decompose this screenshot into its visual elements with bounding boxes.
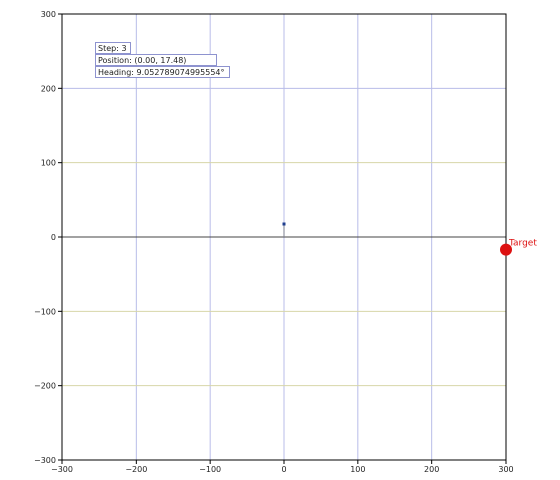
agent-marker [282,222,286,226]
x-tick-label: −300 [51,465,73,474]
info-step-text: Step: 3 [98,44,127,53]
info-position-text: Position: (0.00, 17.48) [98,56,186,65]
y-axis-ticks [58,13,62,461]
x-tick-label: 100 [350,465,365,474]
y-tick-label: 300 [41,10,56,19]
x-axis-ticks [61,460,507,464]
y-tick-label: 200 [41,84,56,93]
agent [282,222,286,237]
x-axis-tick-labels: −300 −200 −100 0 100 200 300 [51,465,514,474]
y-axis-tick-labels: 300 200 100 0 −100 −200 −300 [34,10,56,465]
target: Target [500,239,537,256]
x-tick-label: 0 [281,465,286,474]
y-tick-label: 100 [41,159,56,168]
info-step-box [95,42,131,54]
target-label: Target [508,239,537,249]
horizontal-gridlines [62,87,506,387]
x-tick-label: −200 [125,465,147,474]
info-position-box [95,54,217,66]
x-tick-label: 200 [424,465,439,474]
info-box: Step: 3 Position: (0.00, 17.48) Heading:… [95,42,230,78]
y-tick-label: −200 [34,382,56,391]
y-tick-label: 0 [51,233,56,242]
target-marker [500,243,512,256]
x-tick-label: 300 [498,465,513,474]
x-tick-label: −100 [199,465,221,474]
y-tick-label: −300 [34,456,56,465]
info-heading-box [95,66,230,78]
y-tick-label: −100 [34,307,56,316]
info-heading-text: Heading: 9.052789074995554° [98,68,225,77]
